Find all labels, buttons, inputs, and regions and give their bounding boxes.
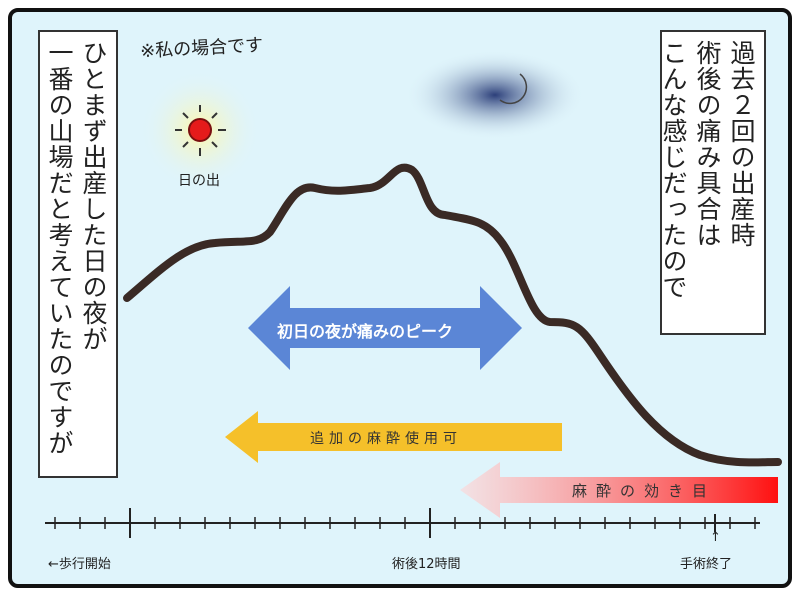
sun [188, 118, 212, 142]
timeline-end: 手術終了 [680, 557, 733, 572]
left-line: 一番の山場だと考えていたのですが [45, 40, 74, 456]
timeline-end-arrow: ↑ [710, 530, 721, 545]
timeline-start: ←歩行開始 [48, 557, 111, 572]
extra-anesthesia-arrow [225, 411, 562, 463]
left-box: ひとまず出産した日の夜が 一番の山場だと考えていたのですが [38, 30, 118, 478]
pain-curve [123, 163, 782, 467]
right-line: 術後の痛み具合は [693, 40, 722, 248]
moon [499, 73, 528, 105]
timeline-ticks [54, 517, 756, 529]
sun-rays [175, 105, 226, 156]
timeline-middle: 術後12時間 [392, 557, 461, 572]
left-line: ひとまず出産した日の夜が [79, 40, 108, 352]
peak-label: 初日の夜が痛みのピーク [277, 322, 454, 341]
extra-anesthesia-label: 追加の麻酔使用可 [310, 431, 462, 447]
night-glow [405, 50, 585, 140]
anesthesia-effect-label: 麻酔の効き目 [572, 482, 717, 500]
right-line: 過去２回の出産時 [727, 40, 756, 248]
right-box: 過去２回の出産時 術後の痛み具合は こんな感じだったので [659, 30, 766, 335]
sun-label: 日の出 [178, 173, 220, 189]
peak-arrow [248, 286, 522, 370]
anesthesia-effect-arrow [460, 462, 778, 518]
right-line: こんな感じだったので [659, 40, 688, 300]
